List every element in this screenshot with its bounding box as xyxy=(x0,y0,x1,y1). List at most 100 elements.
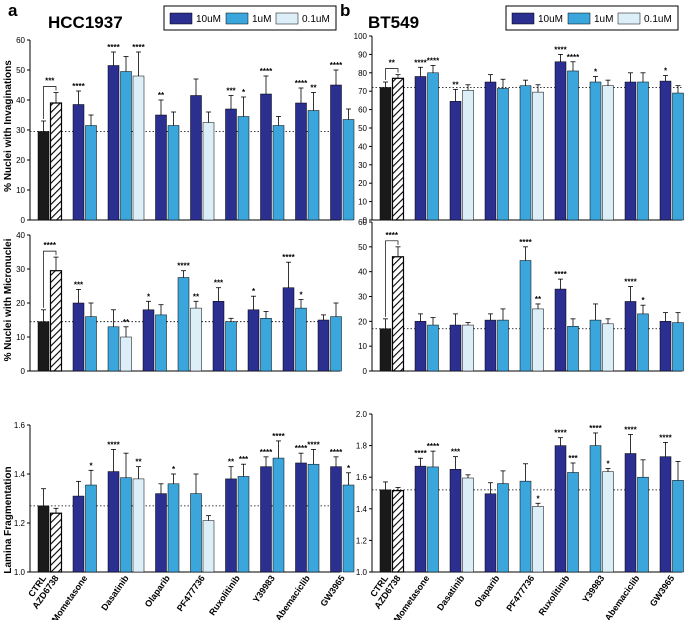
significance-label: * xyxy=(242,88,246,97)
bar-ruxolitinib-10um xyxy=(554,445,567,573)
y-tick-label: 90 xyxy=(358,50,367,59)
bar-ruxolitinib-1um xyxy=(567,472,579,573)
bar-ctrl xyxy=(379,328,392,372)
bar-mometasone-10um xyxy=(414,321,427,372)
bar-olaparib-10um xyxy=(484,319,497,372)
bar-ruxolitinib-1um xyxy=(567,70,579,221)
y-tick-label: 1.2 xyxy=(14,519,26,528)
significance-bracket xyxy=(385,68,399,80)
bar-azd6738 xyxy=(391,490,405,573)
bar-abemaciclib-10um xyxy=(295,102,307,221)
bar-abemaciclib-1um xyxy=(637,476,649,573)
significance-label: **** xyxy=(554,429,567,438)
significance-bracket xyxy=(43,86,57,119)
bar-pf477736-01um xyxy=(532,506,544,573)
y-tick-label: 1.0 xyxy=(356,568,368,577)
bar-dasatinib-1um xyxy=(107,326,120,372)
bar-olaparib-10um xyxy=(155,114,167,221)
bar-abemaciclib-10um xyxy=(624,81,637,221)
bar-olaparib-1um xyxy=(155,314,167,372)
legend-swatch-01um xyxy=(617,12,641,25)
y-tick-label: 50 xyxy=(358,243,367,252)
y-tick-label: 30 xyxy=(358,293,367,302)
x-tick-label: Dasatinib xyxy=(435,573,467,612)
significance-label: **** xyxy=(177,262,190,271)
significance-label: ** xyxy=(135,458,142,467)
bar-pf477736-1um xyxy=(519,480,532,573)
significance-label: **** xyxy=(427,442,440,451)
significance-label: * xyxy=(89,461,93,470)
cell-line-title-a: HCC1937 xyxy=(48,13,123,32)
significance-label: **** xyxy=(624,278,637,287)
significance-label: **** xyxy=(132,43,145,52)
bar-ruxolitinib-10um xyxy=(554,61,567,221)
y-axis-label: % Nuclei with Micronuclei xyxy=(3,238,14,361)
significance-label: **** xyxy=(659,433,672,442)
x-tick-label: PF477736 xyxy=(175,573,207,613)
bar-gw3965-1um xyxy=(672,480,684,573)
bar-olaparib-10um xyxy=(155,493,167,573)
significance-label: * xyxy=(252,287,256,296)
significance-label: * xyxy=(641,296,645,305)
bar-ctrl xyxy=(37,321,50,372)
bar-gw3965-10um xyxy=(659,321,672,372)
significance-label: ** xyxy=(228,458,235,467)
bar-dasatinib-1um xyxy=(120,71,132,221)
bar-pf477736-1um xyxy=(519,260,532,372)
bar-y39983-1um xyxy=(589,81,602,221)
significance-label: *** xyxy=(74,280,84,289)
significance-label: * xyxy=(664,67,668,76)
bar-gw3965-1um xyxy=(330,316,342,372)
y-tick-label: 30 xyxy=(358,161,367,170)
bar-ctrl xyxy=(379,87,392,221)
y-tick-label: 10 xyxy=(16,186,25,195)
bar-olaparib-10um xyxy=(484,493,497,573)
significance-label: **** xyxy=(260,67,273,76)
bar-ctrl xyxy=(379,489,392,573)
y-axis-label: Lamina Fragmentation xyxy=(3,466,14,573)
y-tick-label: 0 xyxy=(21,367,26,376)
significance-label: **** xyxy=(414,449,427,458)
bar-abemaciclib-1um xyxy=(307,463,320,573)
y-tick-label: 20 xyxy=(16,156,25,165)
y-tick-label: 40 xyxy=(358,268,367,277)
y-tick-label: 2.0 xyxy=(356,410,368,419)
y-tick-label: 10 xyxy=(358,198,367,207)
bar-y39983-01um xyxy=(602,323,614,372)
legend-swatch-10um xyxy=(169,12,193,25)
bar-ruxolitinib-10um xyxy=(225,108,237,221)
y-tick-label: 20 xyxy=(16,299,25,308)
y-tick-label: 60 xyxy=(358,106,367,115)
bar-pf477736-01um xyxy=(202,122,215,221)
y-tick-label: 100 xyxy=(354,32,368,41)
legend-label-10um: 10uM xyxy=(538,14,563,25)
bar-olaparib-1um xyxy=(497,483,509,573)
bar-ruxolitinib-10um xyxy=(225,478,237,573)
bar-gw3965-1um xyxy=(342,484,355,573)
y-tick-label: 0 xyxy=(363,216,368,225)
significance-label: **** xyxy=(330,61,343,70)
bar-ruxolitinib-1um xyxy=(237,116,250,221)
bar-gw3965-10um xyxy=(330,466,342,573)
significance-label: * xyxy=(147,292,151,301)
bar-y39983-01um xyxy=(602,471,614,573)
bar-ruxolitinib-1um xyxy=(225,321,237,372)
bar-dasatinib-10um xyxy=(449,101,462,221)
y-tick-label: 10 xyxy=(16,333,25,342)
y-tick-label: 50 xyxy=(358,124,367,133)
x-tick-label: Dasatinib xyxy=(99,573,131,612)
bar-y39983-1um xyxy=(589,319,602,372)
bar-pf477736-1um xyxy=(190,493,202,573)
significance-label: **** xyxy=(260,448,273,457)
significance-label: ** xyxy=(123,318,130,327)
legend-b: 10uM 1uM 0.1uM xyxy=(505,5,679,31)
y-tick-label: 0 xyxy=(363,367,368,376)
bar-dasatinib-01um xyxy=(462,90,474,221)
bar-y39983-1um xyxy=(589,445,602,573)
legend-label-01um: 0.1uM xyxy=(644,14,672,25)
bar-abemaciclib-10um xyxy=(624,301,637,372)
bar-gw3965-1um xyxy=(672,92,684,221)
bar-azd6738 xyxy=(49,270,63,372)
